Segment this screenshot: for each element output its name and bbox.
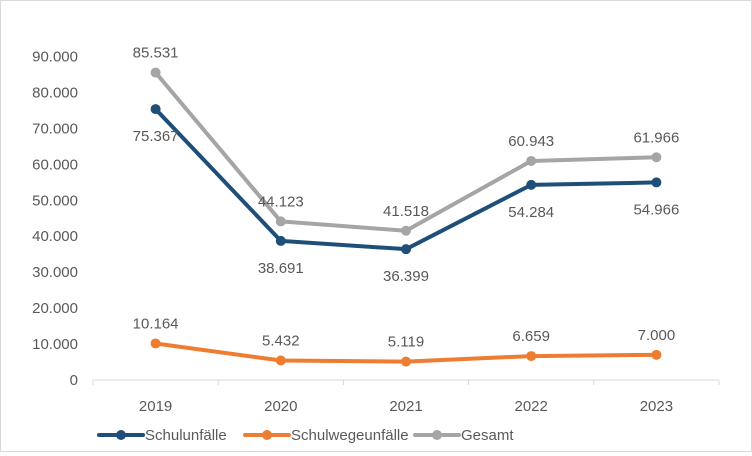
data-point [150, 104, 161, 115]
x-tick-label: 2020 [264, 398, 297, 415]
y-tick-label: 30.000 [32, 264, 78, 281]
data-point [275, 235, 286, 246]
data-point [275, 355, 286, 366]
legend-label: Gesamt [461, 427, 514, 444]
data-label: 60.943 [508, 133, 554, 150]
data-label: 85.531 [133, 45, 179, 62]
data-label: 44.123 [258, 193, 304, 210]
data-label: 75.367 [133, 128, 179, 145]
data-label: 5.119 [388, 334, 424, 351]
data-point [526, 155, 537, 166]
data-point [275, 216, 286, 227]
y-tick-label: 70.000 [32, 120, 78, 137]
y-tick-label: 40.000 [32, 228, 78, 245]
legend-label: Schulunfälle [145, 427, 227, 444]
x-tick-label: 2021 [389, 398, 422, 415]
data-label: 6.659 [512, 328, 550, 345]
data-label: 10.164 [133, 315, 179, 332]
y-tick-label: 10.000 [32, 336, 78, 353]
data-label: 54.284 [508, 204, 554, 221]
data-point [401, 244, 411, 255]
data-point [526, 179, 537, 190]
data-label: 38.691 [258, 260, 304, 277]
data-label: 36.399 [383, 268, 429, 285]
x-tick-label: 2019 [139, 398, 172, 415]
data-point [651, 152, 662, 163]
data-point [150, 338, 161, 349]
y-tick-label: 90.000 [32, 49, 78, 66]
legend-label: Schulwegeunfälle [291, 427, 409, 444]
data-point [401, 225, 411, 236]
x-tick-label: 2022 [515, 398, 548, 415]
y-tick-label: 0 [70, 372, 78, 389]
x-tick-label: 2023 [640, 398, 673, 415]
data-point [651, 349, 662, 360]
legend-swatch-marker [116, 430, 126, 440]
data-label: 41.518 [383, 203, 429, 220]
data-label: 61.966 [633, 129, 679, 146]
legend-swatch-marker [262, 430, 272, 440]
data-label: 7.000 [638, 327, 676, 344]
data-label: 5.432 [262, 332, 300, 349]
data-point [651, 177, 662, 188]
y-tick-label: 60.000 [32, 156, 78, 173]
y-tick-label: 20.000 [32, 300, 78, 317]
y-tick-label: 50.000 [32, 192, 78, 209]
y-tick-label: 80.000 [32, 84, 78, 101]
data-point [150, 67, 161, 78]
legend-swatch-marker [432, 430, 442, 440]
data-point [526, 351, 537, 362]
data-label: 54.966 [633, 201, 679, 218]
data-point [401, 356, 411, 367]
